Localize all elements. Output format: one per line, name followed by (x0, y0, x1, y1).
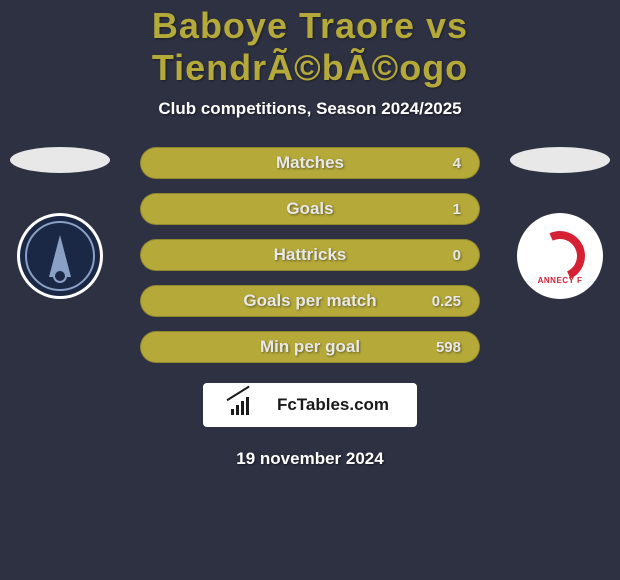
stat-label: Goals (286, 199, 333, 219)
stat-row-matches: Matches 4 (140, 147, 480, 179)
stats-column: Matches 4 Goals 1 Hattricks 0 Goals per … (140, 147, 480, 363)
comparison-card: Baboye Traore vs TiendrÃ©bÃ©ogo Club com… (0, 0, 620, 469)
stat-row-hattricks: Hattricks 0 (140, 239, 480, 271)
stat-value-right: 0 (431, 247, 461, 264)
football-icon (53, 269, 67, 283)
stat-value-right: 4 (431, 155, 461, 172)
stat-row-min-per-goal: Min per goal 598 (140, 331, 480, 363)
stat-row-goals-per-match: Goals per match 0.25 (140, 285, 480, 317)
watermark-text: FcTables.com (277, 395, 389, 415)
stat-label: Hattricks (274, 245, 347, 265)
watermark-badge: FcTables.com (203, 383, 417, 427)
left-player-col (10, 147, 110, 299)
stat-value-right: 0.25 (431, 293, 461, 310)
paris-badge-ring (25, 221, 95, 291)
stat-value-right: 1 (431, 201, 461, 218)
club-badge-paris-fc (17, 213, 103, 299)
club-badge-annecy-fc: ANNECY F (517, 213, 603, 299)
right-player-col: ANNECY F (510, 147, 610, 299)
stat-label: Min per goal (260, 337, 360, 357)
annecy-badge-text: ANNECY F (538, 276, 583, 285)
stat-label: Matches (276, 153, 344, 173)
line-chart-icon (253, 395, 273, 415)
stat-label: Goals per match (243, 291, 376, 311)
subtitle: Club competitions, Season 2024/2025 (0, 99, 620, 119)
player-photo-placeholder-left (10, 147, 110, 173)
page-title: Baboye Traore vs TiendrÃ©bÃ©ogo (0, 5, 620, 89)
footer-date: 19 november 2024 (0, 449, 620, 469)
stat-row-goals: Goals 1 (140, 193, 480, 225)
main-row: Matches 4 Goals 1 Hattricks 0 Goals per … (0, 147, 620, 363)
stat-value-right: 598 (431, 339, 461, 356)
player-photo-placeholder-right (510, 147, 610, 173)
